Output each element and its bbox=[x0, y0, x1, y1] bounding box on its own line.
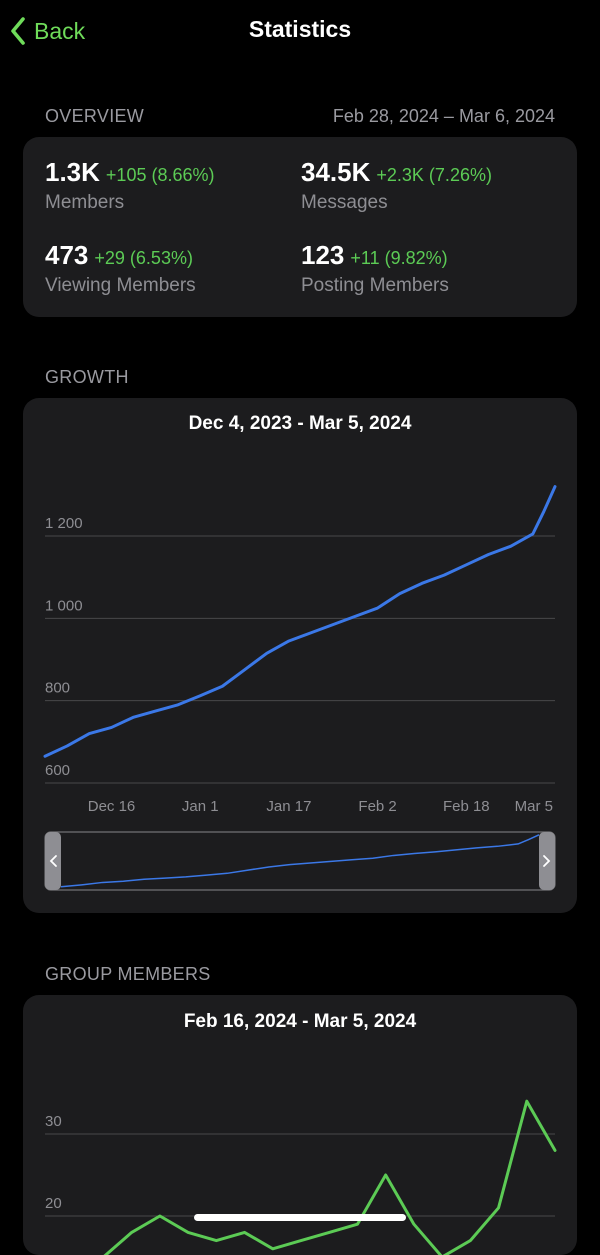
growth-card: Dec 4, 2023 - Mar 5, 2024 600 800 1 000 1 2… bbox=[23, 398, 577, 913]
stat-delta: +105 (8.66%) bbox=[105, 165, 215, 185]
x-tick-label: Mar 5 bbox=[515, 798, 553, 815]
overview-card: 1.3K +105 (8.66%) Members 34.5K +2.3K (7.2… bbox=[23, 137, 577, 317]
stat-value: 1.3K bbox=[45, 157, 100, 187]
stat-delta: +11 (9.82%) bbox=[350, 248, 448, 268]
stat-label: Viewing Members bbox=[45, 275, 196, 296]
x-tick-label: Jan 17 bbox=[266, 798, 311, 815]
stat-delta: +29 (6.53%) bbox=[94, 248, 193, 268]
chevron-right-icon bbox=[543, 855, 551, 867]
y-tick-label: 800 bbox=[45, 680, 70, 697]
page-title: Statistics bbox=[248, 16, 352, 42]
range-handle-right bbox=[539, 832, 555, 890]
back-button[interactable]: Back bbox=[10, 14, 85, 48]
x-tick-label: Feb 18 bbox=[443, 798, 490, 815]
group-members-section-label: GROUP MEMBERS bbox=[45, 964, 211, 984]
home-indicator[interactable] bbox=[194, 1214, 406, 1221]
growth-section-label: GROWTH bbox=[45, 367, 129, 387]
stat-label: Posting Members bbox=[301, 275, 449, 296]
stat-delta: +2.3K (7.26%) bbox=[376, 165, 492, 185]
stat-value: 123 bbox=[301, 240, 345, 270]
y-tick-label: 1 000 bbox=[45, 597, 83, 614]
navigation-bar: Back Statistics bbox=[0, 0, 600, 64]
y-tick-label: 30 bbox=[45, 1113, 62, 1130]
growth-series-line bbox=[43, 485, 557, 758]
y-tick-label: 20 bbox=[45, 1195, 62, 1212]
back-label: Back bbox=[34, 17, 86, 44]
chevron-left-icon bbox=[49, 855, 57, 867]
stat-value: 34.5K bbox=[301, 157, 371, 187]
stat-label: Members bbox=[45, 192, 125, 213]
range-handle-left bbox=[45, 832, 61, 890]
overview-date-range: Feb 28, 2024 – Mar 6, 2024 bbox=[332, 106, 555, 126]
y-tick-label: 600 bbox=[45, 762, 70, 779]
x-tick-label: Dec 16 bbox=[88, 798, 136, 815]
overview-section-label: OVERVIEW bbox=[45, 106, 145, 126]
growth-chart: 600 800 1 000 1 200 Dec 16 Jan 1 Jan 17 Feb 2 Fe… bbox=[43, 485, 557, 891]
x-tick-label: Jan 1 bbox=[182, 798, 219, 815]
y-tick-label: 1 200 bbox=[45, 515, 83, 532]
stat-posting-members: 123 +11 (9.82%) Posting Members bbox=[301, 240, 449, 297]
stat-label: Messages bbox=[301, 192, 388, 213]
x-tick-label: Feb 2 bbox=[358, 798, 396, 815]
stat-members: 1.3K +105 (8.66%) Members bbox=[45, 157, 215, 214]
stat-viewing-members: 473 +29 (6.53%) Viewing Members bbox=[45, 240, 196, 297]
group-members-chart-title: Feb 16, 2024 - Mar 5, 2024 bbox=[183, 1011, 417, 1032]
growth-chart-title: Dec 4, 2023 - Mar 5, 2024 bbox=[188, 413, 412, 434]
stat-value: 473 bbox=[45, 240, 89, 270]
chevron-left-icon bbox=[10, 16, 26, 46]
range-preview-line bbox=[60, 834, 540, 888]
stat-messages: 34.5K +2.3K (7.26%) Messages bbox=[301, 157, 492, 214]
